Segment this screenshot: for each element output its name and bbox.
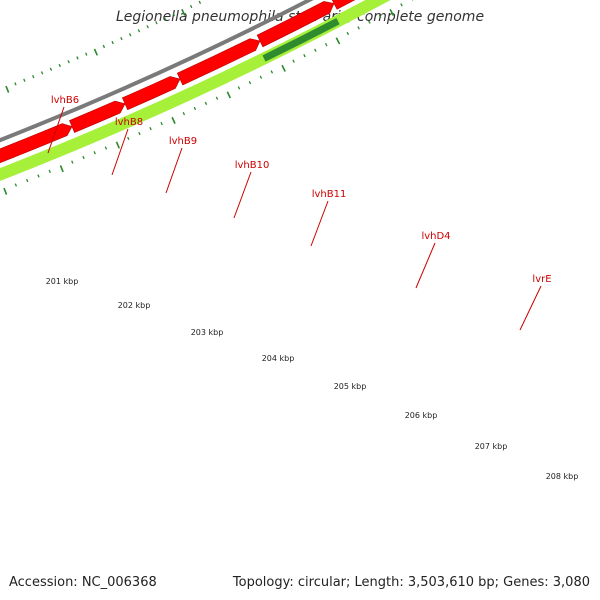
tick-mark xyxy=(137,29,141,33)
tick-label: 204 kbp xyxy=(262,354,295,363)
tick-mark xyxy=(248,80,252,85)
tick-mark xyxy=(198,0,202,4)
gene-label[interactable]: lvhB10 xyxy=(235,160,270,171)
highlight-feature[interactable] xyxy=(0,0,477,182)
tick-mark xyxy=(155,21,158,25)
tick-mark xyxy=(85,52,88,56)
tick-mark xyxy=(303,54,306,58)
gene-arrow[interactable] xyxy=(121,76,181,111)
tick-mark xyxy=(102,44,106,49)
leader-line xyxy=(310,200,329,247)
tick-mark xyxy=(115,141,121,149)
leader-line xyxy=(233,171,252,219)
gene-arrow[interactable] xyxy=(0,123,73,170)
tick-mark xyxy=(400,3,403,7)
tick-mark xyxy=(71,160,74,164)
tick-mark xyxy=(189,4,193,9)
tick-mark xyxy=(48,169,51,174)
tick-mark xyxy=(127,136,130,141)
gene-label[interactable]: lvhB6 xyxy=(51,95,79,106)
tick-mark xyxy=(335,37,341,45)
gene-arrow[interactable] xyxy=(331,0,470,10)
tick-mark xyxy=(128,33,132,37)
gene-track xyxy=(0,0,470,170)
tick-mark xyxy=(82,155,85,160)
tick-mark xyxy=(76,56,79,60)
tick-label: 206 kbp xyxy=(405,411,438,420)
leader-line xyxy=(47,106,65,154)
tick-mark xyxy=(193,106,197,111)
tick-mark xyxy=(14,183,18,187)
tick-mark xyxy=(237,86,241,90)
leader-line xyxy=(165,147,183,194)
tick-mark xyxy=(93,151,96,155)
leader-line xyxy=(111,128,129,176)
tick-mark xyxy=(3,187,8,195)
tick-mark xyxy=(368,20,371,24)
gene-arrow[interactable] xyxy=(256,1,335,48)
topology-text: Topology: circular; Length: 3,503,610 bp… xyxy=(232,575,590,590)
tick-label: 207 kbp xyxy=(475,442,508,451)
tick-label: 203 kbp xyxy=(191,328,224,337)
tick-mark xyxy=(172,13,176,17)
tick-mark xyxy=(270,70,274,74)
tick-mark xyxy=(58,63,61,68)
tick-mark xyxy=(226,91,232,99)
tick-mark xyxy=(32,74,35,79)
gene-arrow[interactable] xyxy=(176,38,261,86)
leader-line xyxy=(415,242,436,289)
tick-mark xyxy=(14,82,17,86)
tick-label: 202 kbp xyxy=(118,301,151,310)
gene-label[interactable]: lvrE xyxy=(532,274,551,285)
tick-mark xyxy=(171,116,176,124)
tick-mark xyxy=(93,48,99,56)
tick-mark xyxy=(5,85,10,93)
gene-label[interactable]: lvhB9 xyxy=(169,136,197,147)
tick-mark xyxy=(149,126,152,131)
outer-tick-marks xyxy=(3,0,414,195)
tick-mark xyxy=(281,64,286,72)
tick-mark xyxy=(292,59,295,63)
tick-mark xyxy=(37,174,40,178)
tick-mark xyxy=(23,78,26,82)
tick-mark xyxy=(67,60,70,64)
tick-mark xyxy=(49,67,53,71)
gene-label[interactable]: lvhB8 xyxy=(115,117,143,128)
tick-mark xyxy=(324,43,328,47)
tick-mark xyxy=(120,37,123,41)
tick-mark xyxy=(357,26,360,30)
tick-mark xyxy=(104,146,108,150)
accession-text: Accession: NC_006368 xyxy=(9,575,157,590)
highlight-feature-overlap[interactable] xyxy=(262,17,340,62)
tick-mark xyxy=(40,71,44,75)
tick-mark xyxy=(204,101,208,106)
label-leader-lines xyxy=(47,106,542,331)
tick-mark xyxy=(26,178,29,183)
tick-mark xyxy=(314,48,317,52)
tick-mark xyxy=(146,25,149,29)
tick-mark xyxy=(215,96,219,100)
leader-line xyxy=(519,285,542,331)
tick-label: 205 kbp xyxy=(334,382,367,391)
gene-label[interactable]: lvhB11 xyxy=(312,189,347,200)
tick-label: 208 kbp xyxy=(546,472,579,481)
tick-mark xyxy=(138,131,141,136)
tick-mark xyxy=(182,111,186,116)
tick-mark xyxy=(111,40,114,45)
tick-mark xyxy=(181,8,186,16)
tick-mark xyxy=(259,75,263,79)
tick-mark xyxy=(163,17,167,21)
tick-mark xyxy=(389,8,395,16)
tick-mark xyxy=(378,14,382,19)
gene-arrow[interactable] xyxy=(69,100,126,133)
tick-mark xyxy=(59,165,64,173)
gene-label[interactable]: lvhD4 xyxy=(421,231,450,242)
tick-mark xyxy=(346,31,350,36)
inner-tick-marks xyxy=(5,0,202,93)
tick-mark xyxy=(160,121,163,126)
tick-labels: 201 kbp 202 kbp 203 kbp 204 kbp 205 kbp 206 k… xyxy=(46,277,579,481)
gene-labels: lvhB6 lvhB8 lvhB9 lvhB10 lvhB11 lvhD4 lvrE xyxy=(51,95,552,285)
tick-label: 201 kbp xyxy=(46,277,79,286)
